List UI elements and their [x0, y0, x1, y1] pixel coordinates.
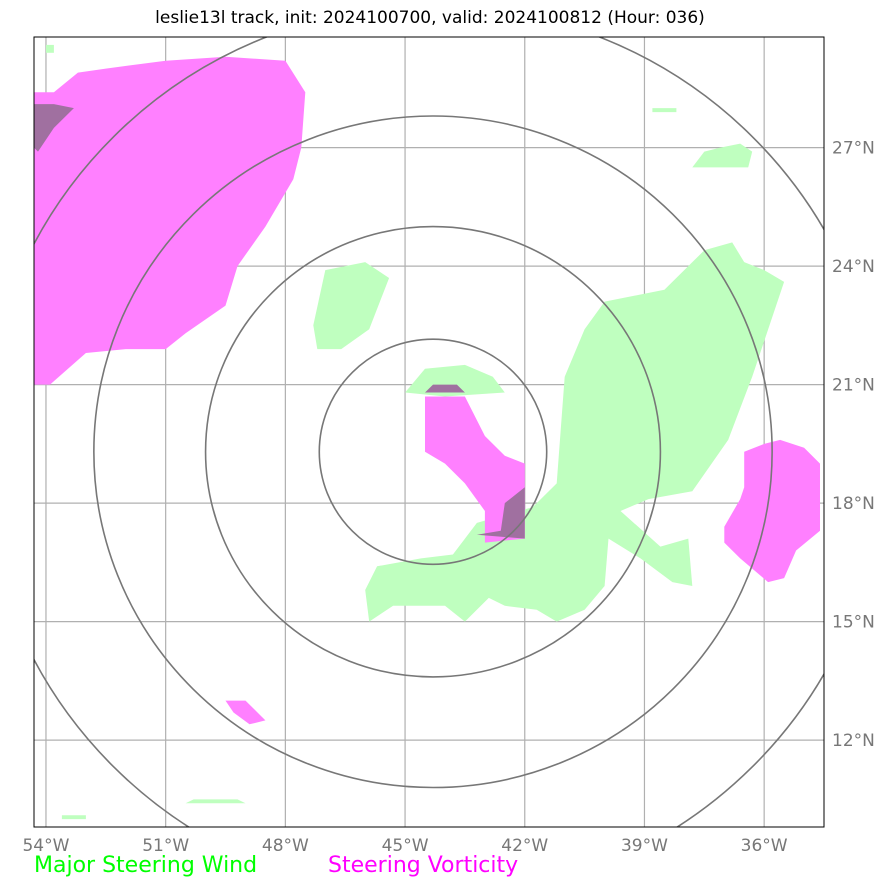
- lat-tick-label: 24°N: [832, 257, 875, 277]
- range-rings: [34, 37, 824, 827]
- range-ring: [318, 338, 548, 566]
- lon-tick-label: 48°W: [262, 836, 309, 856]
- overlap-region: [34, 104, 74, 152]
- wind-region: [46, 44, 54, 53]
- vorticity-region: [225, 700, 266, 725]
- vorticity-region: [724, 439, 820, 583]
- range-ring: [93, 115, 773, 789]
- lon-tick-label: 51°W: [142, 836, 189, 856]
- wind-region: [61, 815, 86, 820]
- wind-region: [313, 262, 390, 350]
- lon-tick-label: 39°W: [621, 836, 668, 856]
- major-steering-wind-fill: [46, 44, 785, 820]
- overlap-region: [425, 384, 465, 393]
- lon-tick-label: 45°W: [382, 836, 429, 856]
- wind-region: [652, 108, 677, 113]
- axis-tick-labels: 54°W 51°W 48°W 45°W 42°W 39°W 36°W 12°N 15°N 18°N…: [22, 139, 874, 856]
- range-ring: [204, 225, 662, 678]
- steering-vorticity-fill: [34, 56, 820, 725]
- chart-title: leslie13l track, init: 2024100700, valid…: [155, 8, 705, 28]
- vorticity-region: [34, 56, 306, 385]
- lon-tick-label: 36°W: [741, 836, 788, 856]
- overlap-region: [476, 487, 525, 539]
- lat-tick-label: 18°N: [832, 494, 875, 514]
- lon-tick-label: 42°W: [501, 836, 548, 856]
- map-plot-area: [34, 37, 824, 827]
- vorticity-region: [425, 396, 525, 543]
- lat-tick-label: 21°N: [832, 376, 875, 396]
- map-frame: [33, 36, 825, 828]
- legend-steering-vorticity: Steering Vorticity: [328, 853, 519, 878]
- lat-tick-label: 27°N: [832, 139, 875, 159]
- wind-region: [365, 242, 785, 622]
- lat-tick-label: 15°N: [832, 613, 875, 633]
- wind-region: [185, 799, 246, 804]
- legend-major-steering-wind: Major Steering Wind: [34, 853, 258, 878]
- wind-region: [692, 143, 753, 168]
- overlap-fill: [34, 104, 525, 539]
- lon-tick-label: 54°W: [22, 836, 69, 856]
- lat-tick-label: 12°N: [832, 731, 875, 751]
